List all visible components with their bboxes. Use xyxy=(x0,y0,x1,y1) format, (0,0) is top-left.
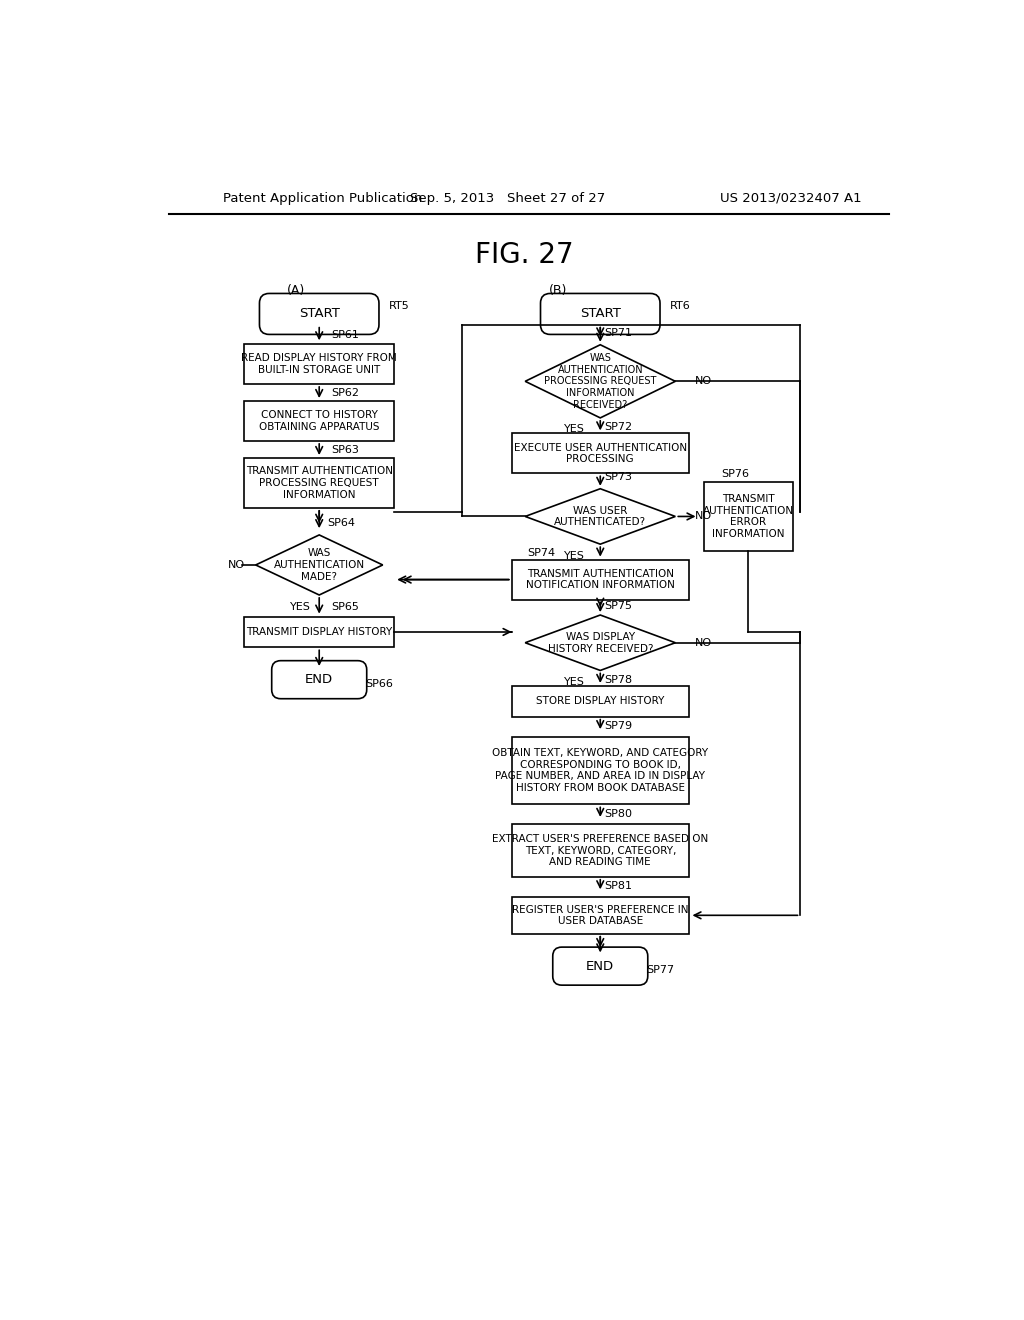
Text: SP81: SP81 xyxy=(604,880,632,891)
Polygon shape xyxy=(256,535,383,595)
Text: SP73: SP73 xyxy=(604,473,632,482)
Text: SP76: SP76 xyxy=(722,469,750,479)
Text: US 2013/0232407 A1: US 2013/0232407 A1 xyxy=(721,191,862,205)
Bar xyxy=(512,560,689,599)
Text: TRANSMIT
AUTHENTICATION
ERROR
INFORMATION: TRANSMIT AUTHENTICATION ERROR INFORMATIO… xyxy=(702,494,794,539)
Bar xyxy=(512,686,689,717)
Text: SP71: SP71 xyxy=(604,329,632,338)
Text: RT6: RT6 xyxy=(670,301,690,312)
Text: READ DISPLAY HISTORY FROM
BUILT-IN STORAGE UNIT: READ DISPLAY HISTORY FROM BUILT-IN STORA… xyxy=(242,354,397,375)
Text: Patent Application Publication: Patent Application Publication xyxy=(223,191,422,205)
Text: EXECUTE USER AUTHENTICATION
PROCESSING: EXECUTE USER AUTHENTICATION PROCESSING xyxy=(514,442,687,465)
Text: START: START xyxy=(580,308,621,321)
Text: SP74: SP74 xyxy=(527,548,555,558)
FancyBboxPatch shape xyxy=(541,293,660,334)
Text: Sep. 5, 2013   Sheet 27 of 27: Sep. 5, 2013 Sheet 27 of 27 xyxy=(411,191,605,205)
Text: YES: YES xyxy=(290,602,310,611)
Text: SP79: SP79 xyxy=(604,721,632,731)
Text: YES: YES xyxy=(564,550,585,561)
Text: YES: YES xyxy=(564,677,585,686)
Text: WAS
AUTHENTICATION
PROCESSING REQUEST
INFORMATION
RECEIVED?: WAS AUTHENTICATION PROCESSING REQUEST IN… xyxy=(544,354,656,409)
Text: WAS DISPLAY
HISTORY RECEIVED?: WAS DISPLAY HISTORY RECEIVED? xyxy=(548,632,653,653)
Text: REGISTER USER'S PREFERENCE IN
USER DATABASE: REGISTER USER'S PREFERENCE IN USER DATAB… xyxy=(512,904,688,927)
Polygon shape xyxy=(525,345,676,418)
Text: END: END xyxy=(586,960,614,973)
Text: SP72: SP72 xyxy=(604,422,632,432)
FancyBboxPatch shape xyxy=(553,948,648,985)
Bar xyxy=(244,458,394,508)
Text: SP63: SP63 xyxy=(331,445,358,455)
Text: NO: NO xyxy=(694,376,712,387)
Text: SP78: SP78 xyxy=(604,675,632,685)
Polygon shape xyxy=(525,488,676,544)
Text: NO: NO xyxy=(694,511,712,521)
Bar xyxy=(244,401,394,441)
Bar xyxy=(244,345,394,384)
Bar xyxy=(512,825,689,876)
Bar xyxy=(512,896,689,933)
Text: (A): (A) xyxy=(287,284,305,297)
Polygon shape xyxy=(525,615,676,671)
Text: STORE DISPLAY HISTORY: STORE DISPLAY HISTORY xyxy=(537,696,665,706)
Text: (B): (B) xyxy=(549,284,567,297)
Text: SP65: SP65 xyxy=(331,602,358,611)
Text: SP62: SP62 xyxy=(331,388,358,399)
Text: CONNECT TO HISTORY
OBTAINING APPARATUS: CONNECT TO HISTORY OBTAINING APPARATUS xyxy=(259,411,380,432)
Text: NO: NO xyxy=(228,560,245,570)
Text: WAS USER
AUTHENTICATED?: WAS USER AUTHENTICATED? xyxy=(554,506,646,527)
Text: EXTRACT USER'S PREFERENCE BASED ON
TEXT, KEYWORD, CATEGORY,
AND READING TIME: EXTRACT USER'S PREFERENCE BASED ON TEXT,… xyxy=(493,834,709,867)
Text: NO: NO xyxy=(694,638,712,648)
Bar xyxy=(244,616,394,647)
Text: SP61: SP61 xyxy=(331,330,358,341)
Text: SP80: SP80 xyxy=(604,809,632,818)
Text: SP64: SP64 xyxy=(327,519,355,528)
Text: RT5: RT5 xyxy=(388,301,410,312)
Bar xyxy=(705,482,793,552)
Text: YES: YES xyxy=(564,425,585,434)
Text: SP75: SP75 xyxy=(604,601,632,611)
FancyBboxPatch shape xyxy=(271,661,367,698)
Text: FIG. 27: FIG. 27 xyxy=(475,240,574,269)
Bar xyxy=(512,433,689,474)
Text: TRANSMIT AUTHENTICATION
PROCESSING REQUEST
INFORMATION: TRANSMIT AUTHENTICATION PROCESSING REQUE… xyxy=(246,466,393,499)
Text: SP77: SP77 xyxy=(646,965,675,975)
Text: OBTAIN TEXT, KEYWORD, AND CATEGORY
CORRESPONDING TO BOOK ID,
PAGE NUMBER, AND AR: OBTAIN TEXT, KEYWORD, AND CATEGORY CORRE… xyxy=(493,748,709,793)
Text: END: END xyxy=(305,673,333,686)
Text: SP66: SP66 xyxy=(366,678,393,689)
Bar xyxy=(512,737,689,804)
Text: TRANSMIT AUTHENTICATION
NOTIFICATION INFORMATION: TRANSMIT AUTHENTICATION NOTIFICATION INF… xyxy=(525,569,675,590)
Text: START: START xyxy=(299,308,340,321)
FancyBboxPatch shape xyxy=(259,293,379,334)
Text: WAS
AUTHENTICATION
MADE?: WAS AUTHENTICATION MADE? xyxy=(273,548,365,582)
Text: TRANSMIT DISPLAY HISTORY: TRANSMIT DISPLAY HISTORY xyxy=(246,627,392,638)
